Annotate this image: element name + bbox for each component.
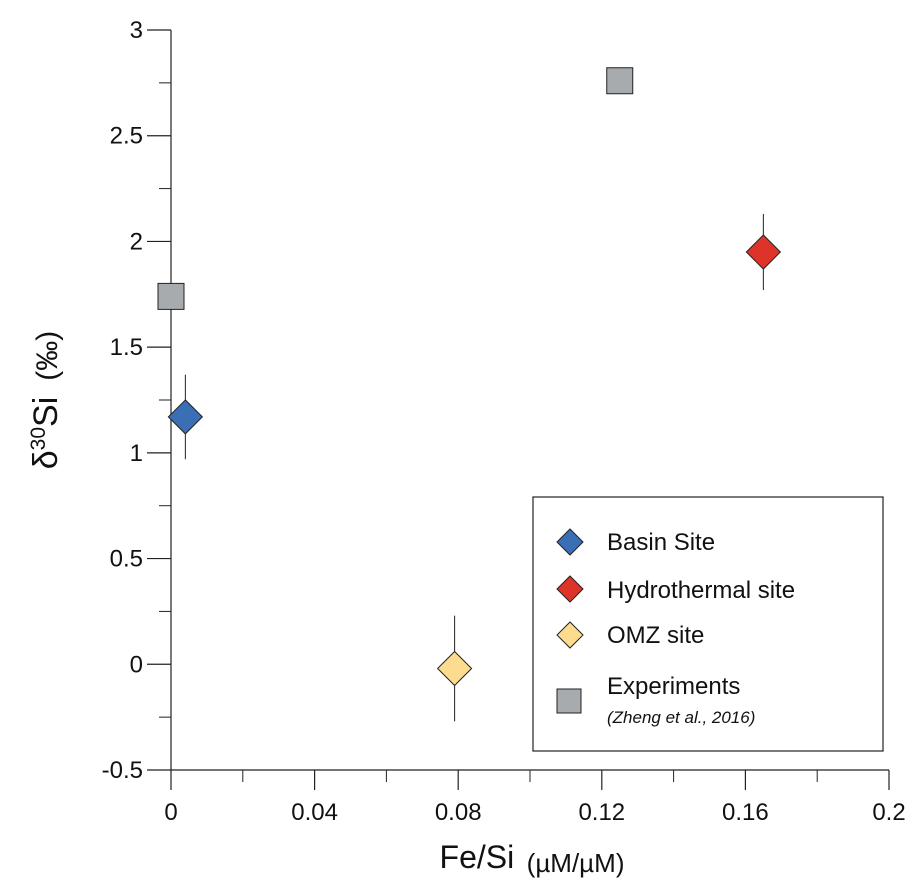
experiments-point (606, 67, 634, 95)
experiments-point (157, 282, 185, 310)
y-tick-label: 3 (130, 17, 143, 44)
x-tick-label: 0 (164, 799, 177, 826)
y-axis-prefix: δ (27, 450, 65, 469)
legend-basin-marker (556, 528, 584, 556)
y-axis-label-main: Si (27, 397, 65, 427)
legend-hydrothermal-marker (556, 575, 584, 603)
omz-site-point (436, 650, 473, 687)
y-axis-title: δ30Si (‰) (27, 331, 65, 470)
y-tick-label: 2.5 (110, 123, 143, 150)
y-axis-unit: (‰) (31, 331, 64, 381)
legend-hydrothermal-label: Hydrothermal site (607, 577, 795, 604)
x-axis-unit: (µM/µM) (527, 848, 625, 878)
x-axis-title: Fe/Si (µM/µM) (440, 839, 625, 878)
hydrothermal-site-point (745, 234, 782, 270)
x-axis-label: Fe/Si (440, 839, 515, 875)
ticks: -0.5 0 0.5 1 1.5 2 2.5 3 0 0.04 0.08 0.12 0.16 0.2 (102, 17, 906, 826)
data-marks (157, 67, 782, 722)
legend-experiments-marker (556, 688, 582, 714)
x-tick-label: 0.2 (872, 799, 905, 826)
y-axis-superscript: 30 (27, 427, 50, 450)
y-tick-label: 2 (130, 228, 143, 255)
legend-basin-label: Basin Site (607, 529, 715, 556)
legend-omz-marker (556, 621, 584, 649)
x-tick-label: 0.12 (578, 799, 625, 826)
y-tick-label: 0.5 (110, 546, 143, 573)
legend-experiments-note: (Zheng et al., 2016) (607, 708, 755, 727)
x-tick-label: 0.16 (722, 799, 769, 826)
legend: Basin Site Hydrothermal site OMZ site Ex… (532, 496, 884, 752)
y-tick-label: 0 (130, 651, 143, 678)
basin-site-point (167, 399, 204, 435)
legend-experiments-label: Experiments (607, 673, 740, 700)
y-tick-label: -0.5 (102, 757, 143, 784)
y-tick-label: 1.5 (110, 334, 143, 361)
legend-box (532, 496, 884, 752)
x-tick-label: 0.04 (291, 799, 338, 826)
legend-omz-label: OMZ site (607, 622, 704, 649)
x-tick-label: 0.08 (435, 799, 482, 826)
y-tick-label: 1 (130, 440, 143, 467)
